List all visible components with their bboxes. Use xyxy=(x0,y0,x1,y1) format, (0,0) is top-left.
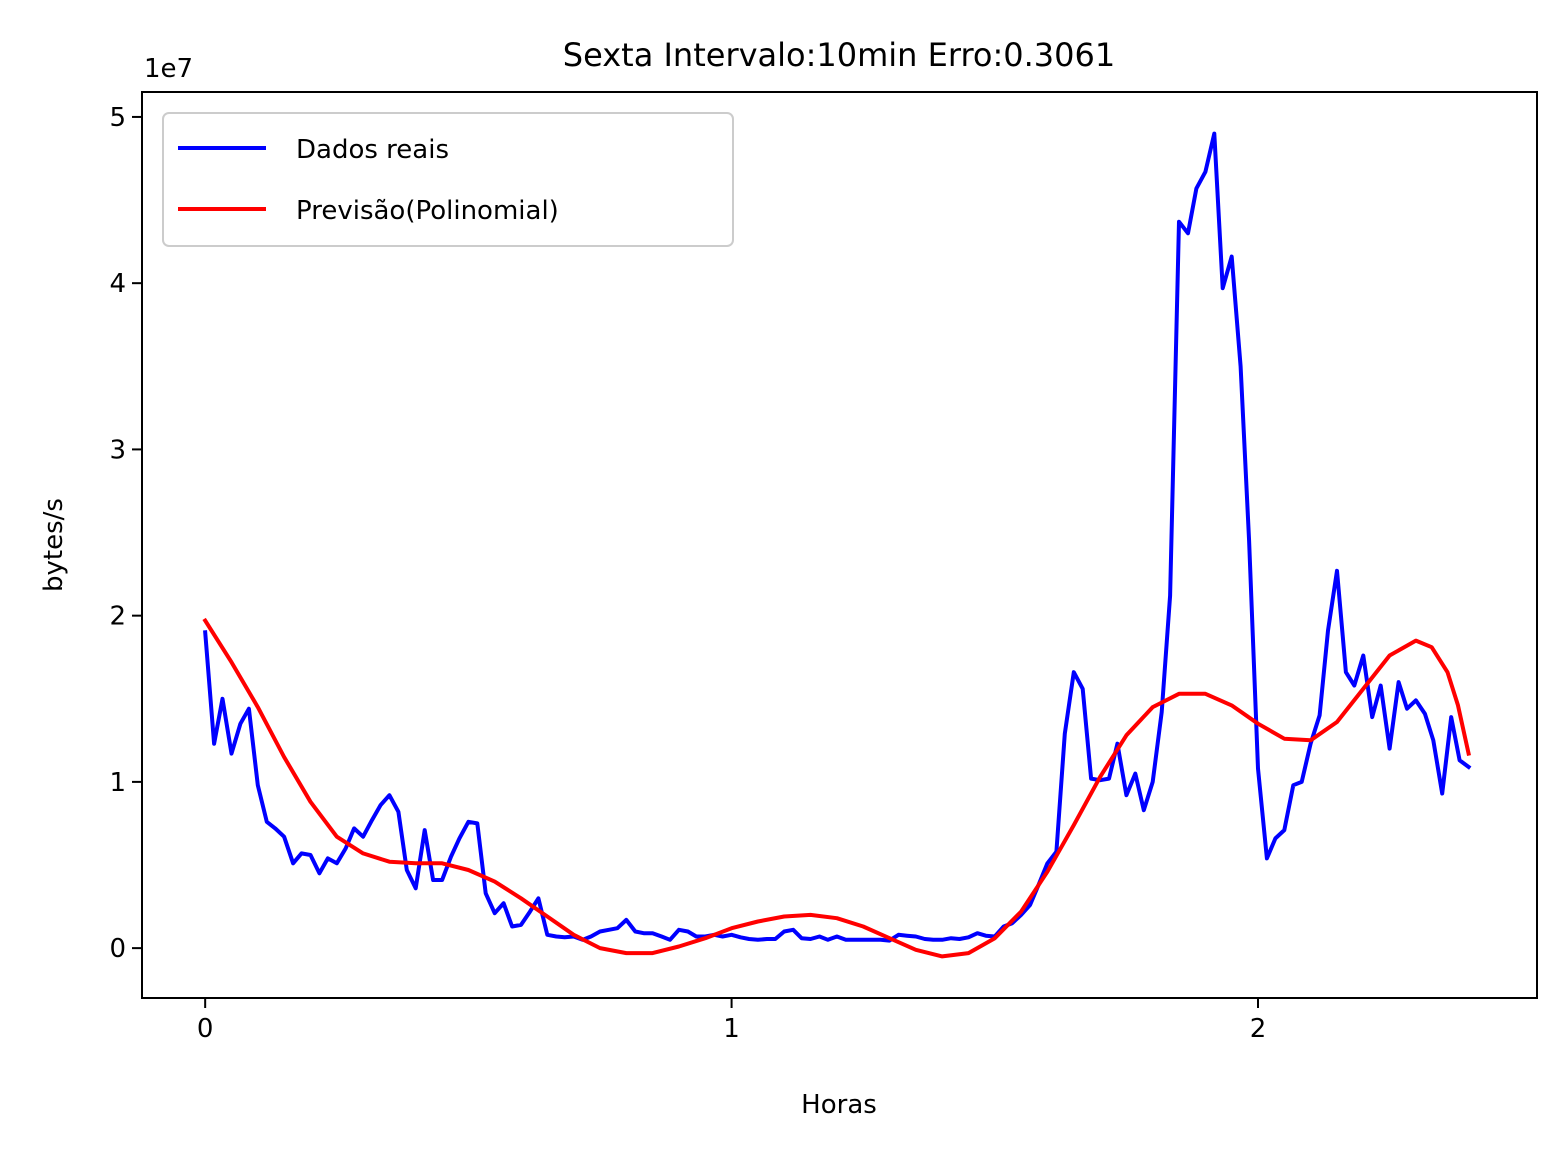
legend: Dados reais Previsão(Polinomial) xyxy=(162,112,734,247)
y-tick-label: 0 xyxy=(109,934,126,964)
y-tick-label: 3 xyxy=(109,435,126,465)
x-axis-label: Horas xyxy=(801,1090,877,1120)
series-line-0 xyxy=(203,131,1472,943)
y-tick-label: 2 xyxy=(109,602,126,632)
y-tick-label: 5 xyxy=(109,103,126,133)
series-line-1 xyxy=(202,617,1471,959)
series-layer xyxy=(202,131,1472,959)
legend-box xyxy=(162,112,734,247)
x-axis: 0 1 2 xyxy=(197,998,1266,1044)
legend-label-previsao: Previsão(Polinomial) xyxy=(296,196,559,226)
y-tick-label: 4 xyxy=(109,269,126,299)
y-offset-label: 1e7 xyxy=(144,54,193,84)
x-tick-label: 1 xyxy=(723,1014,740,1044)
y-axis-label: bytes/s xyxy=(39,498,69,592)
y-tick-label: 1 xyxy=(109,768,126,798)
x-tick-label: 0 xyxy=(197,1014,214,1044)
plot-frame xyxy=(141,91,1538,999)
legend-label-dados-reais: Dados reais xyxy=(296,135,449,165)
chart-title: Sexta Intervalo:10min Erro:0.3061 xyxy=(563,36,1115,74)
x-tick-label: 2 xyxy=(1250,1014,1267,1044)
y-axis: 0 1 2 3 4 5 xyxy=(109,103,142,964)
